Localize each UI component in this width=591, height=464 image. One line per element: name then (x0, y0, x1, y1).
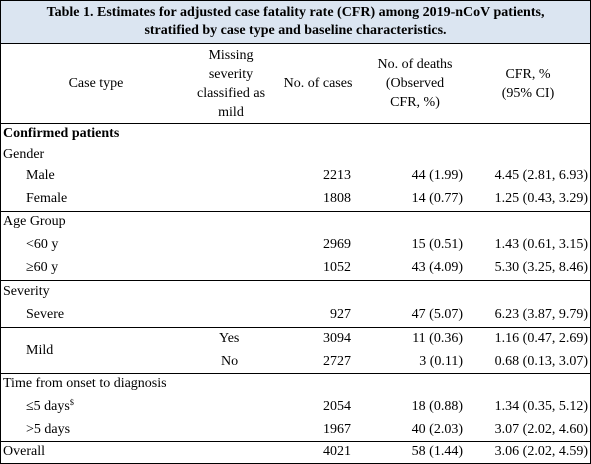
footnote-marker: $ (69, 398, 74, 407)
header-deaths: No. of deaths (Observed CFR, %) (361, 55, 469, 112)
header-case-type: Case type (21, 74, 171, 93)
caption-line-2: stratified by case type and baseline cha… (144, 23, 447, 38)
cell-missing: No (221, 354, 239, 369)
cell-cases: 2213 (323, 168, 351, 183)
cell-deaths: 43 (4.09) (411, 260, 463, 275)
cell-missing: Yes (219, 331, 240, 346)
cell-cases: 1052 (323, 260, 351, 275)
row-label-text: ≤5 days (26, 399, 70, 414)
header-cfr-line-1: CFR, % (505, 67, 551, 82)
group-label: Time from onset to diagnosis (3, 376, 167, 391)
cell-cfr: 3.07 (2.02, 4.60) (494, 422, 588, 437)
caption-line-1: Table 1. Estimates for adjusted case fat… (46, 5, 545, 20)
cell-cases: 1967 (323, 422, 351, 437)
cell-cfr: 0.68 (0.13, 3.07) (494, 354, 588, 369)
cell-cases: 927 (330, 307, 351, 322)
cell-deaths: 40 (2.03) (411, 422, 463, 437)
header-cases: No. of cases (277, 74, 359, 93)
cell-cases: 1808 (323, 191, 351, 206)
cell-cfr: 1.34 (0.35, 5.12) (494, 399, 588, 414)
cell-cfr: 4.45 (2.81, 6.93) (494, 168, 588, 183)
header-missing-severity: Missing severity classified as mild (183, 46, 279, 122)
header-deaths-line-2: (Observed (385, 76, 445, 91)
cell-deaths: 15 (0.51) (411, 237, 463, 252)
row-rule (1, 441, 590, 442)
header-case-type-label: Case type (68, 76, 124, 91)
header-missing-line-1: Missing (208, 48, 254, 63)
group-label: Gender (3, 147, 45, 162)
cell-cases: 3094 (323, 331, 351, 346)
header-cfr: CFR, % (95% CI) (471, 65, 585, 103)
header-deaths-line-1: No. of deaths (377, 57, 453, 72)
group-label: Age Group (3, 214, 66, 229)
cell-deaths: 58 (1.44) (411, 444, 463, 459)
header-rule (1, 123, 590, 124)
row-label: ≥60 y (26, 260, 59, 275)
header-deaths-line-3: CFR, %) (390, 95, 440, 110)
cell-deaths: 44 (1.99) (411, 168, 463, 183)
cell-cases: 4021 (323, 444, 351, 459)
row-label: Female (26, 191, 68, 206)
row-rule (1, 211, 590, 212)
group-label: Severity (3, 284, 50, 299)
row-label: Mild (26, 343, 54, 358)
header-cases-label: No. of cases (283, 76, 353, 91)
header-missing-line-3: classified as (196, 86, 266, 101)
table-caption: Table 1. Estimates for adjusted case fat… (1, 1, 590, 43)
cell-deaths: 3 (0.11) (419, 354, 463, 369)
cell-cfr: 1.43 (0.61, 3.15) (494, 237, 588, 252)
cell-deaths: 14 (0.77) (411, 191, 463, 206)
row-rule (1, 280, 590, 281)
cell-deaths: 11 (0.36) (412, 331, 463, 346)
cell-cases: 2969 (323, 237, 351, 252)
row-label: ≤5 days$ (26, 398, 74, 416)
header-missing-line-2: severity (208, 67, 254, 82)
cell-cfr: 6.23 (3.87, 9.79) (494, 307, 588, 322)
row-label: >5 days (26, 422, 71, 437)
header-cfr-line-2: (95% CI) (501, 86, 555, 101)
row-rule (1, 373, 590, 374)
cell-cases: 2727 (323, 354, 351, 369)
header-missing-line-4: mild (218, 105, 244, 120)
overall-label: Overall (3, 444, 45, 459)
cell-cfr: 1.25 (0.43, 3.29) (494, 191, 588, 206)
cell-deaths: 18 (0.88) (411, 399, 463, 414)
row-label: <60 y (26, 237, 59, 252)
section-label: Confirmed patients (3, 126, 120, 141)
cell-cfr: 1.16 (0.47, 2.69) (494, 331, 588, 346)
cell-cfr: 5.30 (3.25, 8.46) (494, 260, 588, 275)
caption-rule (1, 43, 590, 44)
cell-cases: 2054 (323, 399, 351, 414)
row-label: Severe (26, 307, 65, 322)
cell-deaths: 47 (5.07) (411, 307, 463, 322)
row-label: Male (26, 168, 55, 183)
row-rule (1, 327, 590, 328)
cell-cfr: 3.06 (2.02, 4.59) (494, 444, 588, 459)
